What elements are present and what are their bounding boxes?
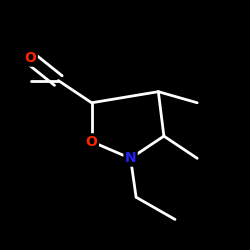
Text: O: O [86, 135, 98, 149]
Text: N: N [125, 151, 136, 165]
Text: O: O [24, 51, 36, 65]
